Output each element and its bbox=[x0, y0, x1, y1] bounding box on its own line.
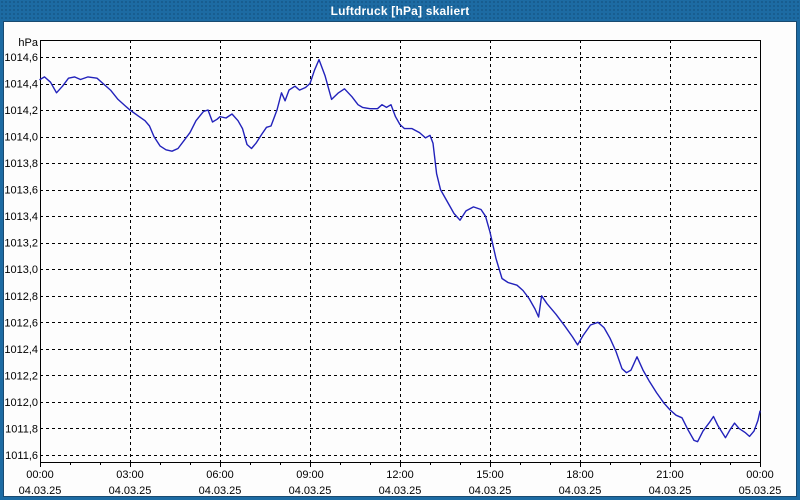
y-tick-label: 1012,8 bbox=[4, 291, 38, 303]
y-tick-label: 1014,6 bbox=[4, 52, 38, 64]
y-tick-label: 1011,6 bbox=[5, 450, 38, 462]
x-tick-date-label: 04.03.25 bbox=[379, 485, 422, 496]
y-tick-label: 1013,6 bbox=[4, 185, 38, 197]
x-tick-time-label: 03:00 bbox=[116, 469, 144, 481]
y-tick-label: 1014,4 bbox=[4, 79, 38, 91]
x-tick-time-label: 09:00 bbox=[296, 469, 324, 481]
x-tick-time-label: 21:00 bbox=[656, 469, 684, 481]
chart-content: hPa 1014,6 1014,4 1014,2 1014,0 1013,8 1013,6… bbox=[3, 21, 797, 497]
x-tick-date-label: 04.03.25 bbox=[469, 485, 512, 496]
x-tick-time-label: 12:00 bbox=[386, 469, 414, 481]
window-titlebar: Luftdruck [hPa] skaliert bbox=[0, 0, 800, 21]
y-tick-label: 1013,8 bbox=[4, 158, 38, 170]
x-tick-date-label: 04.03.25 bbox=[559, 485, 602, 496]
y-tick-label: 1013,4 bbox=[4, 211, 38, 223]
y-tick-label: 1013,0 bbox=[4, 264, 38, 276]
x-tick-date-label: 04.03.25 bbox=[109, 485, 152, 496]
y-tick-label: 1012,4 bbox=[4, 344, 38, 356]
x-tick-time-label: 00:00 bbox=[26, 469, 54, 481]
y-tick-label: 1011,8 bbox=[5, 423, 38, 435]
x-tick-date-label: 04.03.25 bbox=[289, 485, 332, 496]
x-tick-time-label: 00:00 bbox=[746, 469, 774, 481]
x-tick-time-label: 15:00 bbox=[476, 469, 504, 481]
x-tick-date-label: 04.03.25 bbox=[199, 485, 242, 496]
y-tick-label: 1012,0 bbox=[4, 397, 38, 409]
x-tick-date-label: 04.03.25 bbox=[649, 485, 692, 496]
x-tick-date-label: 05.03.25 bbox=[739, 485, 782, 496]
x-tick-time-label: 06:00 bbox=[206, 469, 234, 481]
pressure-line bbox=[39, 58, 761, 443]
y-tick-label: 1013,2 bbox=[4, 238, 38, 250]
x-tick-time-label: 18:00 bbox=[566, 469, 594, 481]
chart-svg: 1014,6 1014,4 1014,2 1014,0 1013,8 1013,6 1013… bbox=[4, 40, 782, 497]
x-tick-date-label: 04.03.25 bbox=[19, 485, 62, 496]
y-tick-label: 1014,0 bbox=[4, 132, 38, 144]
window-title: Luftdruck [hPa] skaliert bbox=[330, 3, 470, 18]
y-tick-label: 1012,2 bbox=[4, 370, 38, 382]
y-tick-label: 1014,2 bbox=[4, 105, 38, 117]
y-tick-label: 1012,6 bbox=[4, 317, 38, 329]
y-axis-unit-label: hPa bbox=[18, 37, 38, 49]
